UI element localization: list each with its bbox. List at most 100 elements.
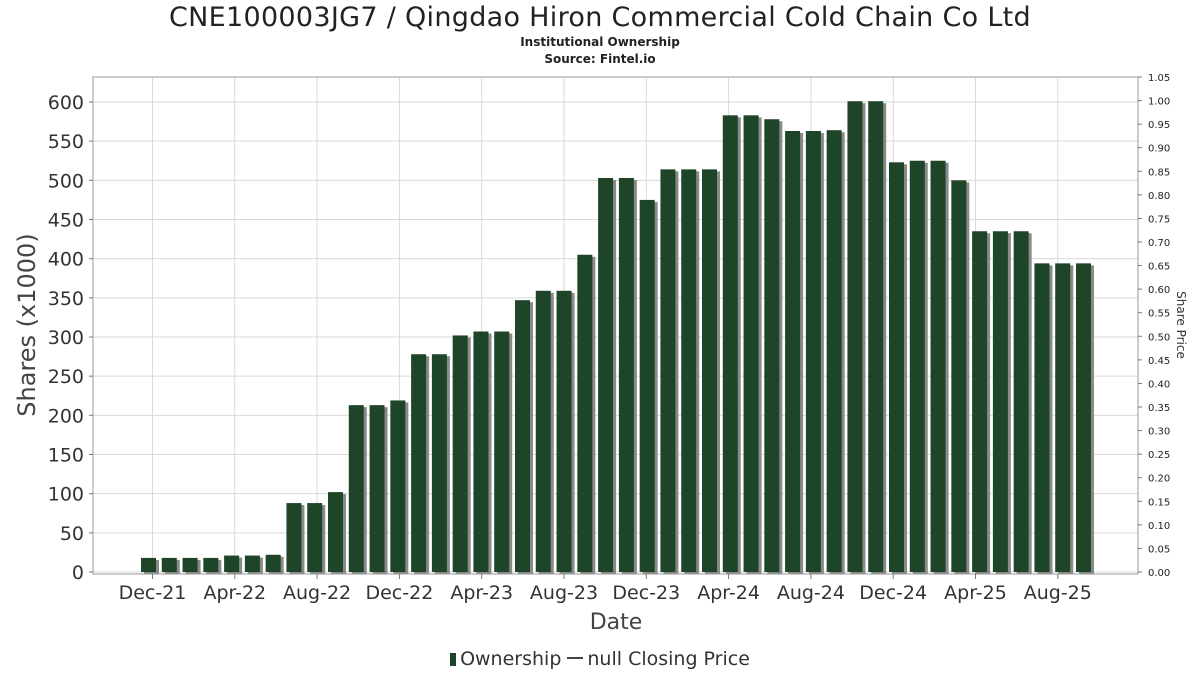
x-tick-label: Apr-24 [697, 582, 760, 604]
y2-tick-label: 0.40 [1148, 379, 1170, 390]
ownership-bar [826, 130, 842, 572]
y2-tick-label: 0.50 [1148, 332, 1170, 343]
y-tick-label: 100 [48, 484, 84, 506]
y-tick-label: 450 [48, 210, 84, 232]
x-tick-label: Dec-23 [612, 582, 680, 604]
y-tick-label: 400 [48, 249, 84, 271]
y2-tick-label: 0.75 [1148, 214, 1170, 225]
y2-tick-label: 0.30 [1148, 427, 1170, 438]
ownership-bar [577, 254, 593, 572]
legend: Ownership null Closing Price [0, 648, 1200, 670]
ownership-bar [473, 331, 489, 572]
ownership-bar [681, 169, 697, 572]
y-axis-label: Shares (x1000) [13, 233, 41, 416]
ownership-bar [972, 231, 988, 572]
chart-subtitle: Institutional Ownership [520, 35, 680, 49]
y-tick-label: 50 [60, 523, 84, 545]
y2-tick-label: 0.15 [1148, 497, 1170, 508]
ownership-bar [639, 199, 655, 572]
plot-area-frame [92, 76, 1139, 575]
x-tick-label: Dec-22 [365, 582, 433, 604]
ownership-bar [265, 554, 281, 572]
ownership-bar [515, 300, 530, 572]
y-tick-label: 500 [48, 170, 84, 192]
ownership-bar [909, 160, 925, 572]
bars-group [141, 101, 1094, 575]
ownership-bar [868, 101, 884, 572]
ownership-bar [764, 119, 780, 572]
y2-tick-label: 1.00 [1148, 97, 1170, 108]
ownership-bar [182, 557, 198, 572]
y2-tick-label: 0.80 [1148, 191, 1170, 202]
y2-tick-label: 0.20 [1148, 474, 1170, 485]
y-tick-label: 600 [48, 92, 84, 114]
y-tick-label: 350 [48, 288, 84, 310]
ownership-bar [161, 557, 177, 572]
x-tick-label: Apr-23 [450, 582, 513, 604]
y2-tick-label: 0.65 [1148, 262, 1170, 273]
ownership-bar [286, 503, 302, 572]
y-axis-ticks: 0 50 100 150 200 250 300 350 400 450 500 550 600 [48, 92, 93, 584]
y2-tick-label: 0.10 [1148, 521, 1170, 532]
ownership-bar [1013, 231, 1029, 572]
ownership-bar [722, 115, 738, 573]
y2-tick-label: 0.45 [1148, 356, 1170, 367]
y2-tick-label: 0.05 [1148, 544, 1170, 555]
ownership-bar [598, 177, 614, 572]
y2-tick-label: 0.95 [1148, 120, 1170, 131]
x-tick-label: Dec-24 [859, 582, 927, 604]
ownership-bar [847, 101, 863, 572]
ownership-bar [1076, 263, 1091, 572]
ownership-bar [951, 180, 967, 573]
ownership-bar [328, 492, 343, 572]
ownership-bar [348, 405, 364, 572]
y-tick-label: 250 [48, 366, 84, 388]
x-tick-label: Aug-25 [1024, 582, 1092, 604]
chart-title: CNE100003JG7 / Qingdao Hiron Commercial … [168, 2, 1031, 33]
legend-ownership-swatch [450, 653, 457, 666]
y2-tick-label: 0.25 [1148, 450, 1170, 461]
x-axis-label: Date [590, 610, 643, 635]
ownership-bar [431, 354, 447, 572]
y-tick-label: 0 [72, 562, 84, 584]
ownership-bar [224, 555, 240, 572]
ownership-bar [494, 331, 510, 572]
legend-price-swatch [567, 657, 584, 659]
y2-axis-label: Share Price [1174, 291, 1188, 359]
x-tick-label: Aug-22 [283, 582, 351, 604]
x-tick-label: Dec-21 [119, 582, 187, 604]
ownership-chart: 0 50 100 150 200 250 300 350 400 450 500 550 600 0.0… [13, 73, 1188, 635]
ownership-bar [244, 555, 260, 572]
ownership-bar [743, 115, 759, 573]
y2-tick-label: 0.35 [1148, 403, 1170, 414]
ownership-bar [1034, 263, 1050, 572]
ownership-bar [618, 177, 634, 572]
y2-tick-label: 0.85 [1148, 167, 1170, 178]
ownership-bar [411, 354, 427, 572]
ownership-bar [556, 290, 572, 572]
y2-tick-label: 0.60 [1148, 285, 1170, 296]
ownership-bar [452, 335, 468, 572]
legend-price-label: null Closing Price [587, 648, 750, 670]
ownership-bar [785, 130, 801, 572]
ownership-bar [805, 130, 821, 572]
y2-tick-label: 0.00 [1148, 568, 1170, 579]
y-tick-label: 200 [48, 405, 84, 427]
ownership-bar [992, 231, 1008, 572]
x-axis-ticks: Dec-21 Apr-22 Aug-22 Dec-22 Apr-23 Aug-23 Dec-… [119, 574, 1092, 604]
ownership-bar [660, 169, 676, 572]
ownership-bar [307, 503, 323, 572]
ownership-bar [889, 162, 904, 573]
legend-ownership-label: Ownership [460, 648, 562, 670]
y2-tick-label: 1.05 [1148, 73, 1170, 84]
x-tick-label: Aug-23 [530, 582, 598, 604]
ownership-bar [1055, 263, 1071, 572]
y2-tick-label: 0.70 [1148, 238, 1170, 249]
y2-axis-ticks: 0.00 0.05 0.10 0.15 0.20 0.25 0.30 0.35 0.40 0.45… [1138, 73, 1170, 579]
y2-tick-label: 0.55 [1148, 309, 1170, 320]
ownership-bar [390, 400, 406, 572]
ownership-bar [535, 290, 551, 572]
x-tick-label: Apr-25 [944, 582, 1007, 604]
x-tick-label: Apr-22 [203, 582, 266, 604]
chart-source: Source: Fintel.io [544, 52, 656, 66]
